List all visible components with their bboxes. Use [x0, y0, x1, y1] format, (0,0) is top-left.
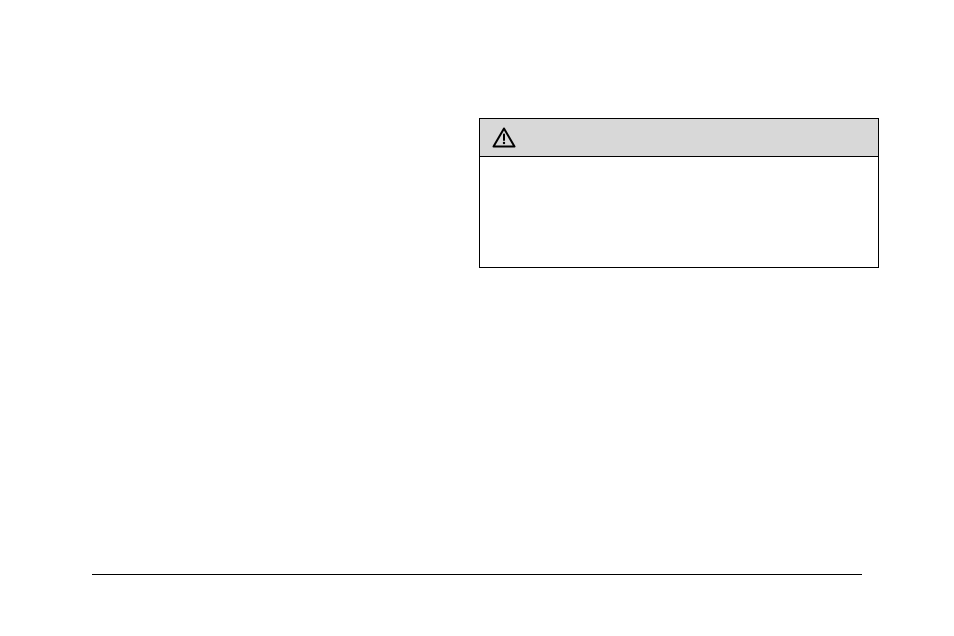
- caution-header: [480, 119, 878, 157]
- page: [0, 0, 954, 636]
- warning-triangle-icon: [492, 127, 516, 148]
- caution-body: [480, 157, 878, 267]
- footer-divider: [92, 574, 862, 575]
- caution-box: [479, 118, 879, 268]
